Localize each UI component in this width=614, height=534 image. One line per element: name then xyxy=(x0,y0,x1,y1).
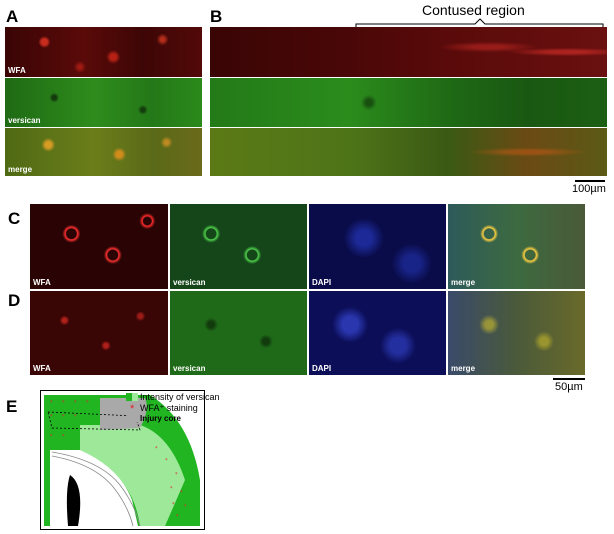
panel-c-wfa-image: WFA xyxy=(30,204,168,289)
svg-text:*: * xyxy=(62,414,65,420)
panel-d-dapi-image: DAPI xyxy=(309,291,446,375)
scale-label-50um: 50µm xyxy=(555,381,583,393)
svg-text:*: * xyxy=(86,400,89,406)
panel-label-a: A xyxy=(6,7,19,26)
svg-text:*: * xyxy=(170,486,173,492)
injury-core xyxy=(100,398,147,430)
panel-a-wfa-image: WFA xyxy=(5,27,202,77)
svg-text:*: * xyxy=(62,400,65,406)
scale-label-100um: 100µm xyxy=(572,183,606,195)
ventricle xyxy=(66,475,81,526)
svg-text:*: * xyxy=(172,502,175,508)
legend-versican-label: Intensity of versican xyxy=(140,392,220,402)
panel-label-d: D xyxy=(8,291,21,310)
svg-text:*: * xyxy=(50,414,53,420)
legend-wfa-label: WFA⁺ staining xyxy=(140,403,198,413)
panel-d-merge-image: merge xyxy=(448,291,585,375)
legend-versican-swatch xyxy=(126,393,138,401)
panel-label-e: E xyxy=(6,397,18,416)
label-wfa: WFA xyxy=(33,278,51,287)
panel-b-versican-image xyxy=(210,78,607,127)
svg-text:*: * xyxy=(74,400,77,406)
label-wfa: WFA xyxy=(33,364,51,373)
svg-text:*: * xyxy=(50,400,53,406)
contused-region-bracket xyxy=(355,18,604,29)
panel-label-c: C xyxy=(8,209,21,228)
svg-text:*: * xyxy=(74,414,77,420)
svg-text:*: * xyxy=(62,434,65,440)
svg-text:*: * xyxy=(175,472,178,478)
label-merge: merge xyxy=(451,278,476,287)
light-green-zone xyxy=(80,425,185,526)
label-wfa: WFA xyxy=(8,66,26,75)
panel-a-versican-image: versican xyxy=(5,78,202,127)
svg-text:*: * xyxy=(50,434,53,440)
label-versican: versican xyxy=(8,116,41,125)
panel-d-wfa-image: WFA xyxy=(30,291,168,375)
panel-d-versican-image: versican xyxy=(170,291,307,375)
contused-region-label: Contused region xyxy=(420,2,527,18)
panel-c-merge-image: merge xyxy=(448,204,585,289)
legend-wfa-star-icon: * xyxy=(130,403,135,415)
label-dapi: DAPI xyxy=(312,364,332,373)
label-dapi: DAPI xyxy=(312,278,332,287)
label-versican: versican xyxy=(173,364,206,373)
svg-text:*: * xyxy=(165,458,168,464)
label-versican: versican xyxy=(173,278,206,287)
brain-section-schematic: * * * * * * * * * *** *** ** xyxy=(40,390,205,530)
svg-text:*: * xyxy=(176,514,179,520)
panel-b-wfa-image xyxy=(210,27,607,77)
legend-injury-swatch xyxy=(128,415,138,422)
panel-a-merge-image: merge xyxy=(5,128,202,176)
panel-c-dapi-image: DAPI xyxy=(309,204,446,289)
scale-bar-100um xyxy=(575,180,605,182)
scale-bar-50um xyxy=(553,378,585,380)
label-merge: merge xyxy=(451,364,476,373)
svg-text:*: * xyxy=(155,446,158,452)
panel-label-b: B xyxy=(210,7,223,26)
label-merge: merge xyxy=(8,165,33,174)
legend-injury-label: Injury core xyxy=(140,414,181,423)
panel-b-merge-image xyxy=(210,128,607,176)
panel-c-versican-image: versican xyxy=(170,204,307,289)
svg-text:*: * xyxy=(180,490,183,496)
svg-text:*: * xyxy=(184,504,187,510)
